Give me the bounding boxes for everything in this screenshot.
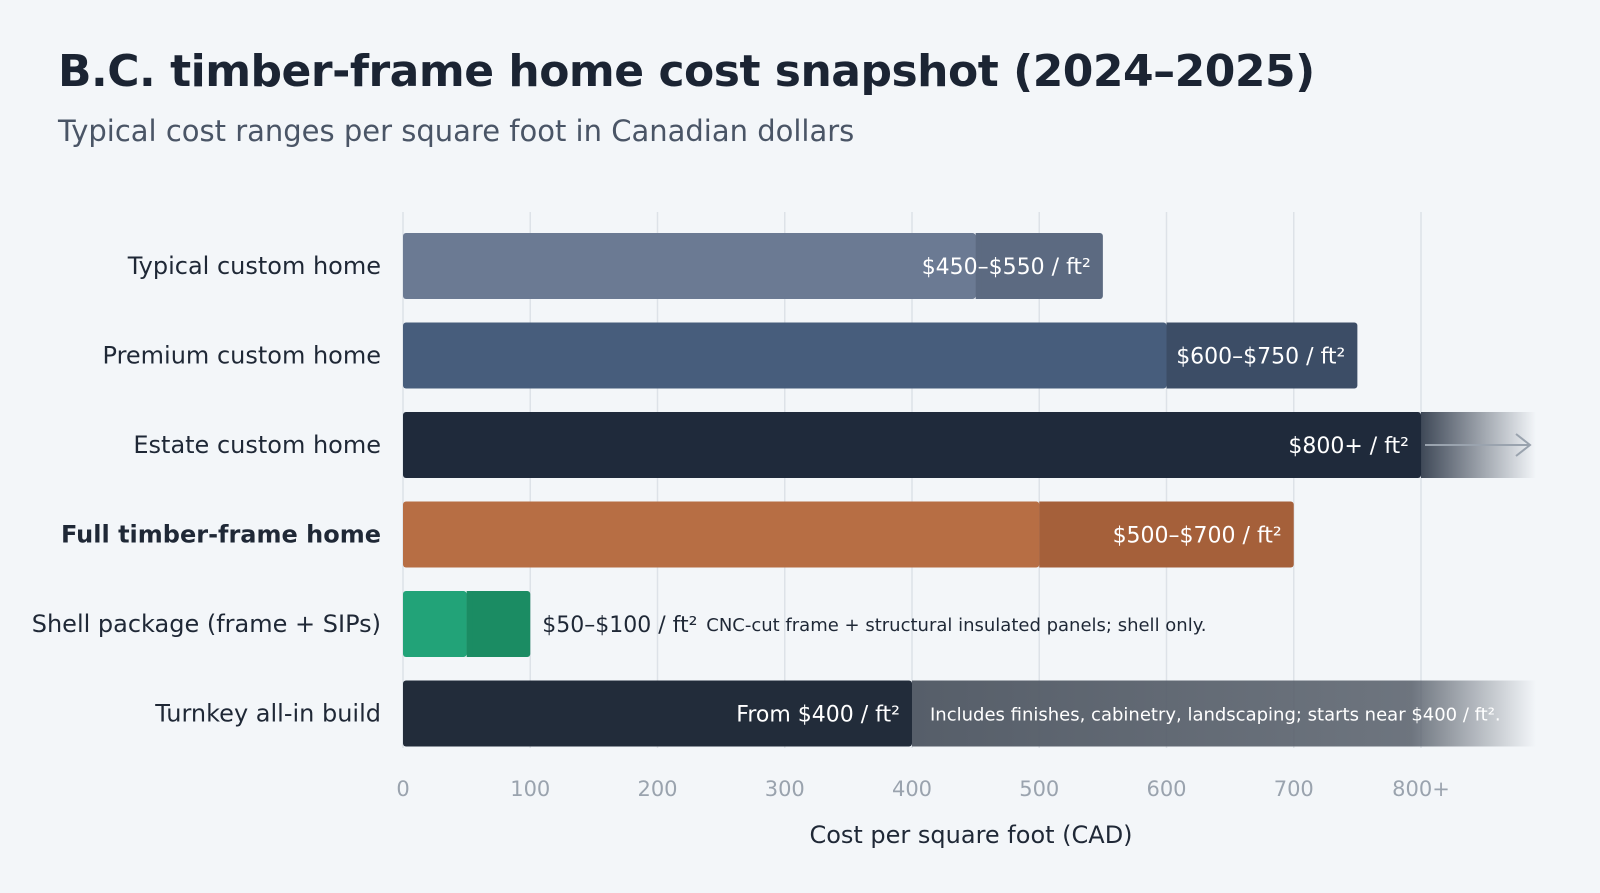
category-label: Turnkey all-in build: [154, 700, 381, 728]
bar-group: $450–$550 / ft²: [403, 233, 1103, 299]
bars: $450–$550 / ft² $600–$750 / ft² $800+ / ft…: [403, 233, 1536, 747]
x-tick-label: 0: [396, 777, 409, 801]
bar-value-label: $500–$700 / ft²: [1113, 524, 1282, 549]
grid-lines: [402, 212, 1422, 748]
bar-range: [1166, 322, 1358, 389]
bar-range-join: [1166, 322, 1173, 389]
category-label: Typical custom home: [127, 252, 381, 280]
bar-range: [1039, 501, 1294, 568]
x-tick-label: 300: [765, 777, 805, 801]
chart-title: B.C. timber-frame home cost snapshot (20…: [58, 46, 1315, 97]
bar-range-join: [466, 591, 473, 657]
x-axis-title: Cost per square foot (CAD): [809, 821, 1132, 849]
bar-value-label: From $400 / ft²: [736, 703, 900, 728]
bar-base: [403, 322, 1167, 389]
bar-note: CNC-cut frame + structural insulated pan…: [706, 615, 1206, 636]
x-tick-label: 500: [1019, 777, 1059, 801]
category-label: Full timber-frame home: [61, 521, 381, 549]
bar-group: $800+ / ft²: [403, 412, 1536, 478]
bar-range-join: [975, 233, 982, 299]
bar-value-label: $600–$750 / ft²: [1176, 345, 1345, 370]
bar-group: $600–$750 / ft²: [403, 322, 1358, 389]
category-labels: Typical custom home Premium custom home Es…: [32, 252, 381, 728]
x-tick-label: 800+: [1392, 777, 1450, 801]
bar-value-label: $800+ / ft²: [1288, 434, 1409, 459]
bar-open-range: [912, 680, 1536, 747]
category-label: Premium custom home: [103, 342, 381, 370]
x-tick-label: 700: [1274, 777, 1314, 801]
x-tick-label: 200: [637, 777, 677, 801]
bar-group: $500–$700 / ft²: [403, 501, 1294, 568]
bar-group: $50–$100 / ft² CNC-cut frame + structural…: [403, 591, 1207, 657]
category-label: Estate custom home: [133, 431, 381, 459]
bar-value-label: $50–$100 / ft²: [542, 613, 697, 638]
category-label: Shell package (frame + SIPs): [32, 610, 381, 638]
bar-group: From $400 / ft² Includes finishes, cabine…: [403, 680, 1536, 747]
bar-value-label: $450–$550 / ft²: [922, 255, 1091, 280]
open-ended-arrow-icon: [1515, 433, 1532, 457]
bar-base: [403, 412, 1421, 478]
x-tick-label: 400: [892, 777, 932, 801]
bar-range: [975, 233, 1103, 299]
bar-range-join: [1039, 501, 1046, 568]
x-tick-label: 600: [1146, 777, 1186, 801]
bar-base: [403, 680, 912, 747]
bar-base: [403, 591, 467, 657]
bar-note: Includes finishes, cabinetry, landscapin…: [930, 705, 1501, 726]
x-axis-ticks: 0 100 200 300 400 500 600 700 800+: [396, 777, 1450, 801]
x-tick-label: 100: [510, 777, 550, 801]
bar-base: [403, 233, 976, 299]
bar-base: [403, 501, 1040, 568]
chart-subtitle: Typical cost ranges per square foot in C…: [58, 114, 855, 148]
bar-range: [466, 591, 531, 657]
